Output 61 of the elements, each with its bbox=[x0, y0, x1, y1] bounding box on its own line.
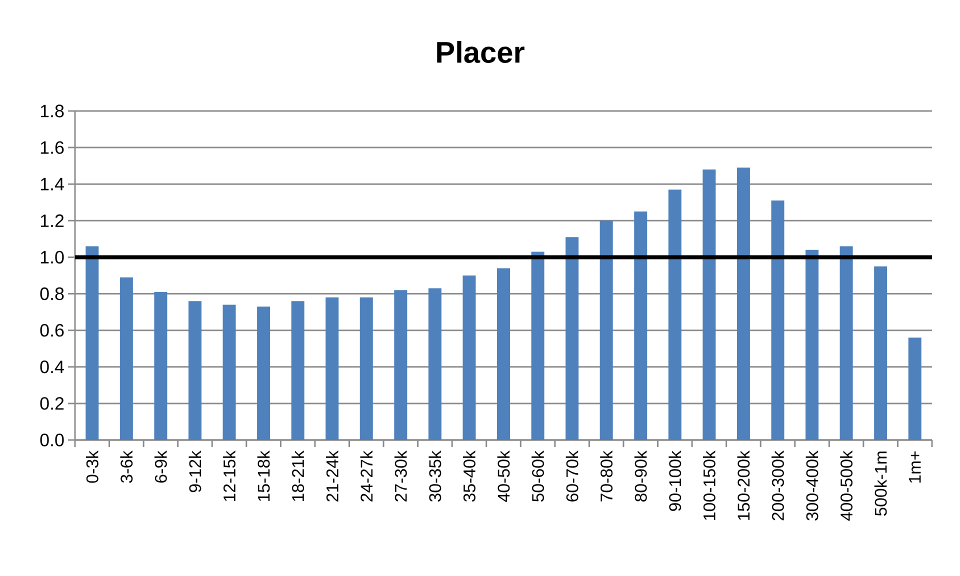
x-tick-label: 100-150k bbox=[702, 450, 716, 520]
x-tick-label: 15-18k bbox=[257, 450, 270, 502]
bar bbox=[257, 306, 270, 440]
bar bbox=[188, 301, 202, 440]
bar bbox=[908, 338, 922, 440]
x-tick-label: 400-500k bbox=[840, 450, 853, 521]
y-tick-label: 0.6 bbox=[40, 324, 64, 337]
bar bbox=[736, 168, 750, 440]
x-tick-label: 70-80k bbox=[600, 450, 613, 502]
x-tick-label: 80-90k bbox=[634, 450, 647, 502]
bar bbox=[874, 266, 888, 440]
y-tick-label: 0.0 bbox=[40, 434, 64, 446]
x-tick-label: 300-400k bbox=[806, 450, 818, 521]
x-tick-label: 21-24k bbox=[326, 450, 338, 502]
bar bbox=[497, 268, 510, 440]
y-tick-label: 0.2 bbox=[40, 397, 64, 410]
bar bbox=[222, 304, 236, 440]
bar bbox=[291, 301, 304, 440]
bar bbox=[428, 288, 442, 440]
x-tick-label: 90-100k bbox=[668, 450, 682, 511]
x-tick-label: 150-200k bbox=[737, 450, 750, 520]
x-tick-label: 18-21k bbox=[292, 450, 304, 502]
x-tick-label: 60-70k bbox=[566, 450, 578, 502]
bar bbox=[771, 200, 784, 440]
x-tick-label: 30-35k bbox=[428, 450, 442, 502]
bar bbox=[566, 237, 579, 440]
bar bbox=[326, 297, 339, 440]
y-tick-label: 0.8 bbox=[40, 287, 64, 300]
x-tick-label: 24-27k bbox=[360, 450, 373, 502]
bar bbox=[634, 212, 648, 440]
y-tick-label: 1.2 bbox=[40, 214, 64, 227]
x-tick-label: 1m+ bbox=[909, 451, 921, 483]
x-tick-label: 0-3k bbox=[86, 450, 98, 483]
bar bbox=[86, 246, 99, 440]
y-tick-label: 1.4 bbox=[40, 178, 64, 190]
x-tick-label: 40-50k bbox=[497, 450, 510, 502]
bar bbox=[806, 250, 819, 440]
x-tick-label: 35-40k bbox=[463, 450, 476, 502]
bar bbox=[120, 277, 133, 440]
bar bbox=[462, 275, 476, 440]
bar bbox=[600, 220, 613, 440]
y-tick-label: 1.8 bbox=[40, 104, 64, 118]
x-tick-label: 6-9k bbox=[154, 450, 167, 483]
bar bbox=[840, 246, 853, 440]
chart-title: Placer bbox=[437, 41, 524, 63]
x-tick-label: 500k-1m bbox=[874, 452, 887, 516]
x-tick-label: 9-12k bbox=[188, 450, 202, 492]
bar bbox=[668, 190, 682, 440]
x-tick-label: 50-60k bbox=[532, 450, 544, 502]
bar bbox=[702, 169, 716, 440]
x-tick-label: 27-30k bbox=[394, 450, 407, 502]
x-tick-label: 200-300k bbox=[772, 450, 784, 520]
bar bbox=[360, 297, 373, 440]
bar bbox=[154, 292, 168, 440]
y-tick-label: 1.6 bbox=[40, 141, 64, 154]
bar bbox=[531, 252, 544, 440]
x-tick-label: 12-15k bbox=[223, 450, 236, 502]
y-tick-label: 0.4 bbox=[40, 360, 64, 374]
y-tick-label: 1.0 bbox=[40, 250, 64, 264]
bar bbox=[394, 290, 408, 440]
x-tick-label: 3-6k bbox=[120, 450, 133, 483]
